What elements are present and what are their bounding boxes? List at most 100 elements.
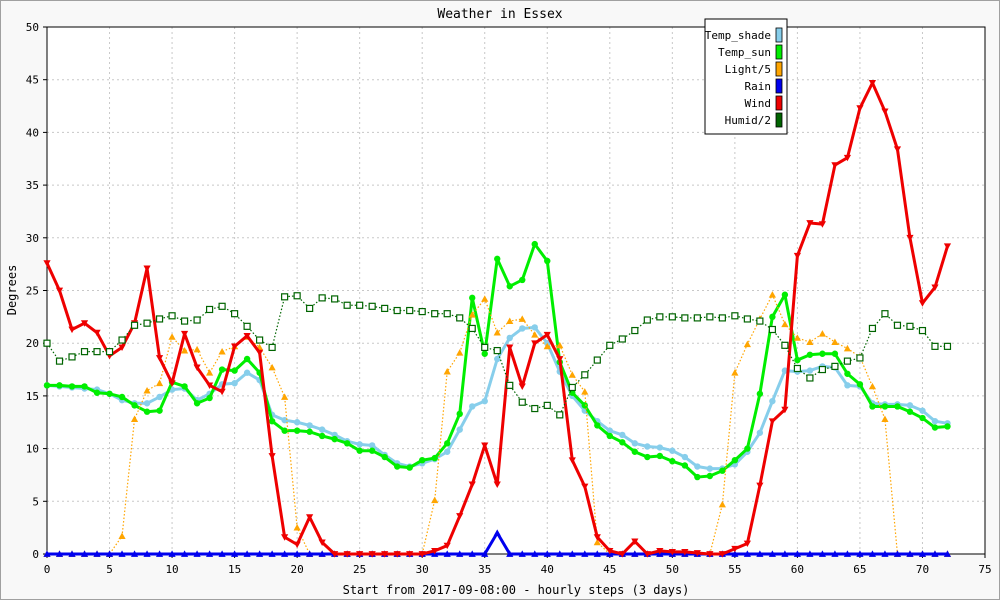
x-tick-label: 25 — [353, 563, 366, 576]
data-point — [631, 440, 639, 447]
data-point — [568, 550, 576, 557]
series-layer — [43, 79, 952, 558]
data-point — [218, 366, 226, 373]
data-point — [293, 419, 301, 426]
y-tick-label: 15 — [26, 390, 39, 403]
data-point — [669, 458, 676, 465]
data-point — [193, 345, 201, 353]
data-point — [606, 427, 613, 434]
data-point — [756, 429, 764, 436]
data-point — [656, 444, 664, 451]
data-point — [743, 315, 751, 323]
x-axis-label: Start from 2017-09-08:00 - hourly steps … — [343, 583, 690, 597]
data-point — [619, 431, 626, 439]
data-point — [643, 316, 651, 324]
data-point — [143, 550, 151, 557]
data-point — [205, 369, 214, 376]
data-point — [881, 310, 889, 318]
data-point — [531, 240, 538, 248]
data-point — [193, 400, 201, 407]
data-point — [581, 371, 589, 379]
y-axis-label: Degrees — [5, 265, 19, 316]
data-point — [806, 351, 814, 358]
data-point — [731, 550, 739, 557]
data-point — [456, 426, 463, 433]
data-point — [869, 403, 876, 410]
x-tick-label: 45 — [603, 563, 616, 576]
legend-swatch — [775, 44, 783, 60]
data-point — [743, 340, 751, 348]
data-point — [281, 534, 289, 541]
y-tick-label: 20 — [26, 337, 39, 350]
data-point — [743, 540, 751, 548]
data-point — [519, 325, 526, 332]
data-point — [518, 383, 526, 391]
data-point — [756, 317, 764, 325]
x-tick-label: 10 — [165, 563, 178, 576]
data-point — [469, 403, 476, 410]
data-point — [243, 322, 251, 330]
data-point — [593, 550, 601, 557]
data-point — [368, 442, 376, 449]
data-point — [193, 550, 201, 557]
data-point — [831, 338, 839, 346]
data-point — [468, 324, 476, 333]
data-point — [431, 454, 438, 462]
data-point — [68, 383, 76, 390]
data-point — [306, 422, 313, 429]
y-tick-label: 5 — [32, 495, 39, 508]
data-point — [768, 291, 776, 298]
data-point — [868, 382, 877, 390]
data-point — [806, 338, 814, 346]
data-point — [931, 284, 939, 291]
data-point — [130, 321, 139, 329]
y-tick-label: 25 — [26, 285, 39, 298]
legend-swatch — [775, 95, 783, 111]
data-point — [180, 550, 189, 557]
data-point — [356, 447, 363, 454]
data-point — [868, 324, 877, 333]
data-point — [180, 330, 189, 338]
data-point — [769, 397, 776, 405]
data-point — [506, 344, 514, 352]
x-tick-label: 35 — [478, 563, 491, 576]
data-point — [494, 255, 501, 263]
data-point — [180, 346, 189, 354]
data-point — [581, 402, 588, 409]
legend-swatch — [775, 61, 783, 77]
data-point — [168, 312, 176, 320]
data-point — [293, 550, 301, 557]
y-tick-label: 35 — [26, 179, 39, 192]
data-point — [519, 276, 526, 284]
data-point — [368, 551, 376, 558]
data-point — [518, 315, 526, 322]
data-point — [768, 418, 776, 425]
data-point — [331, 551, 339, 558]
data-point — [531, 404, 539, 413]
data-point — [706, 313, 714, 321]
data-point — [318, 426, 326, 433]
data-point — [693, 550, 701, 557]
data-point — [919, 414, 926, 422]
data-point — [618, 335, 626, 343]
data-point — [506, 334, 513, 342]
data-point — [456, 513, 464, 520]
data-point — [205, 550, 214, 557]
data-point — [881, 403, 889, 410]
data-point — [768, 325, 776, 334]
data-point — [130, 550, 139, 557]
data-point — [781, 341, 789, 349]
data-point — [894, 403, 901, 410]
data-point — [281, 550, 289, 557]
data-point — [793, 252, 801, 260]
data-point — [918, 326, 927, 335]
data-point — [593, 356, 601, 364]
data-point — [368, 302, 376, 310]
data-point — [393, 306, 401, 315]
data-point — [581, 388, 589, 395]
data-point — [468, 311, 476, 318]
data-point — [819, 350, 826, 357]
data-point — [906, 550, 914, 557]
data-point — [731, 369, 739, 376]
data-point — [443, 542, 451, 550]
